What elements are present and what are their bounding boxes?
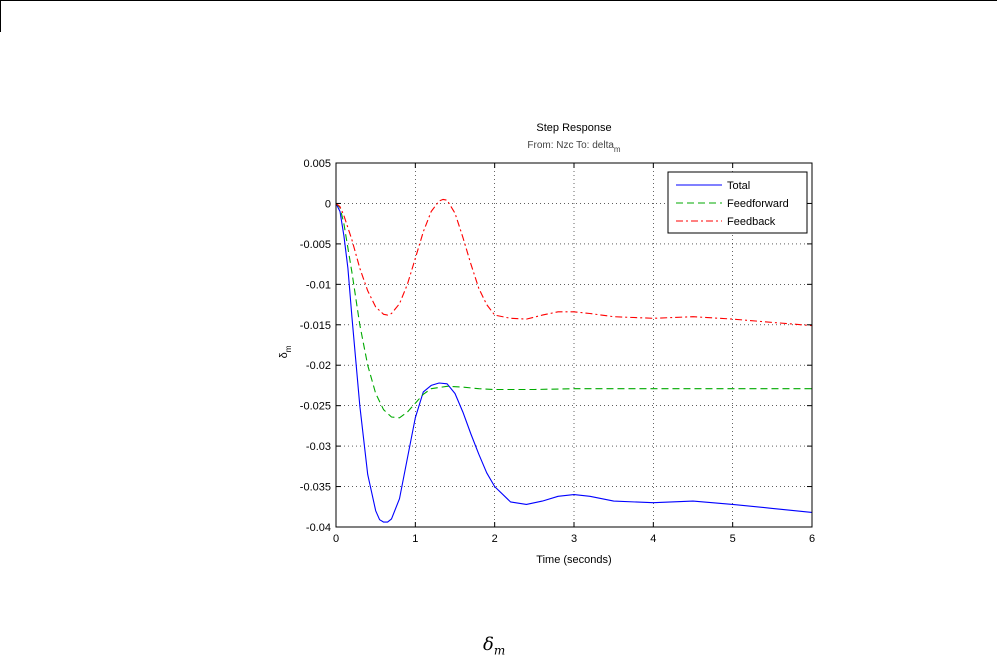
y-axis-label-symbol: δ	[278, 352, 290, 358]
chart-title: Step Response	[536, 122, 611, 134]
series-line-feedforward	[336, 203, 812, 419]
page-top-rule	[0, 0, 997, 1]
caption-delta-m-symbol: δm	[483, 634, 505, 658]
y-tick-label: -0.02	[306, 360, 331, 372]
x-tick-label: 6	[809, 533, 815, 545]
legend: Total Feedforward Feedback	[667, 171, 808, 234]
legend-label-total: Total	[727, 180, 750, 192]
y-tick-labels: 0.005 0 -0.005 -0.01 -0.015 -0.02 -0.025 -0.03 -…	[300, 158, 331, 534]
x-tick-label: 4	[650, 533, 656, 545]
y-tick-label: -0.015	[300, 320, 331, 332]
x-tick-label: 5	[730, 533, 736, 545]
x-tick-label: 1	[412, 533, 418, 545]
x-axis-label: Time (seconds)	[536, 554, 611, 566]
x-tick-label: 3	[571, 533, 577, 545]
x-tick-label: 2	[492, 533, 498, 545]
series-line-feedback	[336, 198, 812, 327]
caption-symbol-subscript: m	[493, 643, 506, 658]
series-lines	[336, 198, 812, 523]
axis-ticks	[335, 162, 813, 528]
x-tick-labels: 0 1 2 3 4 5 6	[333, 533, 815, 545]
y-tick-label: -0.005	[300, 239, 331, 251]
chart-subtitle-subscript: m	[614, 145, 621, 154]
y-axis-label: δm	[278, 345, 293, 358]
series-line-total	[336, 203, 812, 523]
y-tick-label: 0	[325, 198, 331, 210]
y-tick-label: -0.03	[306, 441, 331, 453]
chart-subtitle-text: From: Nzc To: delta	[527, 140, 614, 151]
y-tick-label: -0.01	[306, 279, 331, 291]
caption-symbol-text: δ	[483, 634, 494, 655]
y-tick-label: -0.035	[300, 482, 331, 494]
y-tick-label: -0.025	[300, 401, 331, 413]
legend-label-feedforward: Feedforward	[727, 198, 789, 210]
y-tick-label: -0.04	[306, 522, 331, 534]
y-axis-label-subscript: m	[284, 345, 293, 352]
page-left-tick	[0, 0, 1, 32]
legend-label-feedback: Feedback	[727, 216, 776, 228]
x-tick-label: 0	[333, 533, 339, 545]
chart-subtitle: From: Nzc To: deltam	[527, 140, 621, 154]
y-tick-label: 0.005	[303, 158, 331, 170]
